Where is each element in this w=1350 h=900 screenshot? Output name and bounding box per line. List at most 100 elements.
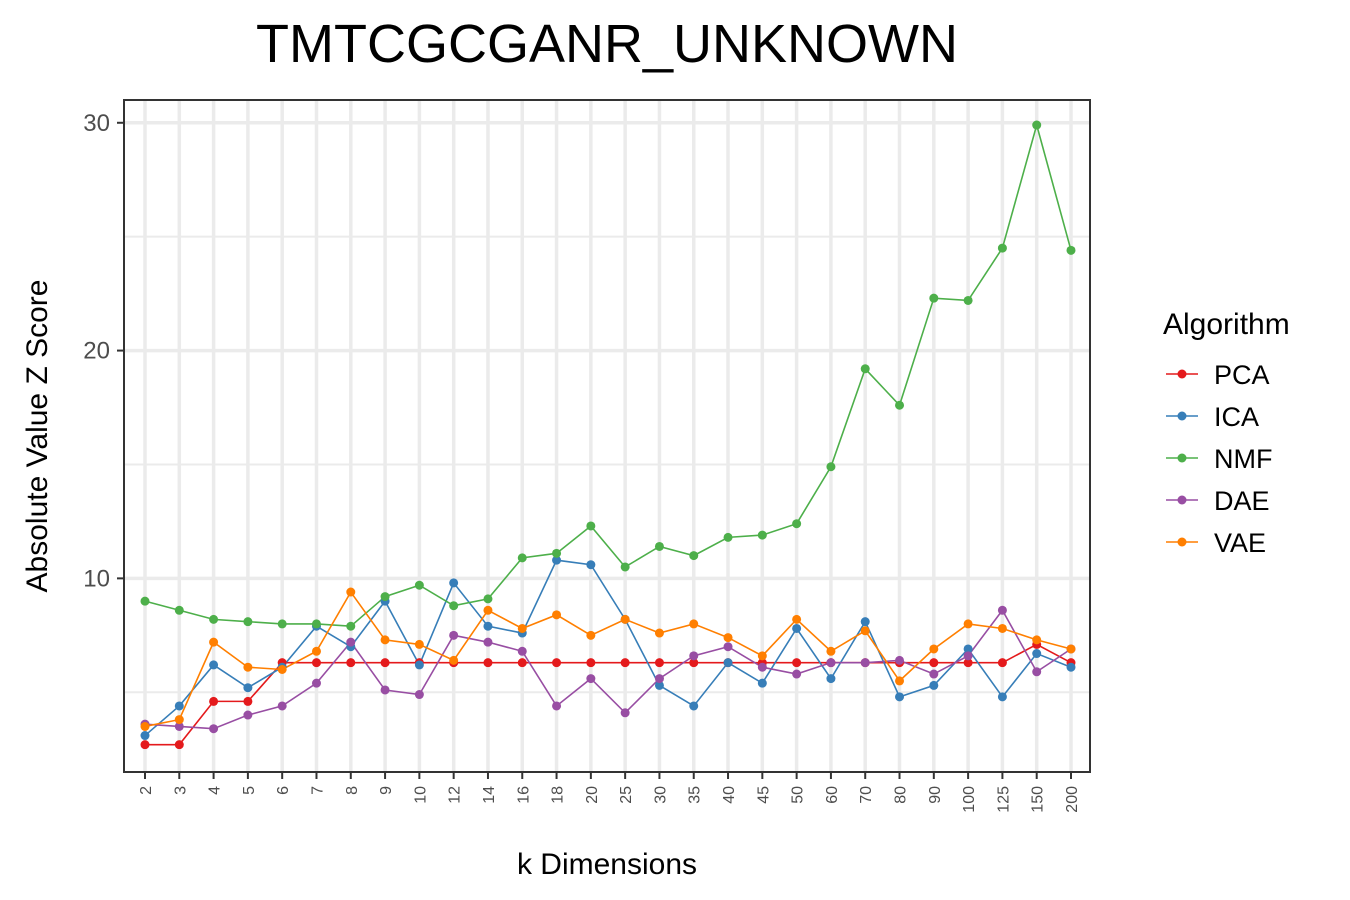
x-tick-label: 35 (687, 786, 704, 804)
data-point-dae (552, 701, 562, 711)
data-point-dae (414, 690, 424, 700)
data-point-ica (552, 555, 562, 565)
x-axis-title: k Dimensions (517, 848, 697, 881)
x-tick-label: 18 (550, 786, 567, 804)
x-tick-label: 4 (207, 786, 224, 795)
data-point-vae (723, 633, 733, 643)
data-point-ica (826, 674, 836, 684)
data-point-ica (586, 560, 596, 570)
data-point-nmf (586, 521, 596, 531)
x-tick-label: 20 (584, 786, 601, 804)
data-point-vae (380, 635, 390, 645)
data-point-ica (860, 617, 870, 627)
data-point-pca (654, 658, 664, 668)
data-point-nmf (243, 617, 253, 627)
data-point-vae (826, 646, 836, 656)
data-point-nmf (1032, 120, 1042, 130)
x-tick-label: 2 (138, 786, 155, 795)
x-tick-label: 60 (824, 786, 841, 804)
data-point-pca (517, 658, 527, 668)
data-point-nmf (895, 400, 905, 410)
data-point-ica (414, 660, 424, 670)
legend-label-dae: DAE (1214, 486, 1270, 516)
data-point-nmf (826, 462, 836, 472)
data-point-nmf (963, 295, 973, 305)
x-tick-label: 5 (241, 786, 258, 795)
data-point-nmf (620, 562, 630, 572)
data-point-pca (552, 658, 562, 668)
x-tick-label: 200 (1064, 786, 1081, 813)
data-point-vae (689, 619, 699, 629)
data-point-pca (174, 740, 184, 750)
data-point-ica (654, 680, 664, 690)
data-point-ica (929, 680, 939, 690)
x-tick-label: 9 (378, 786, 395, 795)
data-point-ica (963, 644, 973, 654)
legend-key-point (1177, 495, 1187, 505)
data-point-nmf (552, 548, 562, 558)
y-axis: 10 20 30 (83, 110, 124, 592)
data-point-pca (586, 658, 596, 668)
data-point-pca (689, 658, 699, 668)
data-point-dae (586, 674, 596, 684)
legend-label-ica: ICA (1214, 402, 1259, 432)
data-point-dae (1032, 667, 1042, 677)
data-point-nmf (209, 614, 219, 624)
data-point-dae (174, 721, 184, 731)
data-point-vae (997, 623, 1007, 633)
data-point-vae (895, 676, 905, 686)
x-tick-label: 30 (652, 786, 669, 804)
data-point-nmf (723, 532, 733, 542)
series-line-dae (144, 608, 1072, 730)
x-tick-label: 10 (412, 786, 429, 804)
data-point-dae (929, 669, 939, 679)
legend-label-nmf: NMF (1214, 444, 1272, 474)
data-point-dae (723, 642, 733, 652)
data-point-vae (929, 644, 939, 654)
data-point-nmf (414, 580, 424, 590)
y-tick-label: 30 (83, 110, 110, 137)
y-tick-label: 20 (83, 338, 110, 365)
y-tick-label: 10 (83, 565, 110, 592)
x-tick-label: 8 (344, 786, 361, 795)
series-line-nmf (144, 122, 1072, 628)
x-tick-label: 12 (447, 786, 464, 804)
x-tick-label: 80 (893, 786, 910, 804)
data-point-ica (1066, 662, 1076, 672)
data-point-nmf (1066, 245, 1076, 255)
data-point-pca (311, 658, 321, 668)
x-tick-label: 40 (721, 786, 738, 804)
data-point-nmf (517, 553, 527, 563)
data-point-vae (483, 605, 493, 615)
data-point-dae (757, 662, 767, 672)
data-point-vae (552, 610, 562, 620)
data-point-pca (963, 658, 973, 668)
data-point-ica (140, 731, 150, 741)
data-point-dae (997, 605, 1007, 615)
x-tick-label: 45 (755, 786, 772, 804)
data-point-vae (449, 655, 459, 665)
data-point-dae (620, 708, 630, 718)
x-tick-label: 14 (481, 786, 498, 804)
x-tick-label: 25 (618, 786, 635, 804)
data-point-vae (1032, 635, 1042, 645)
data-point-dae (517, 646, 527, 656)
data-point-pca (346, 658, 356, 668)
x-tick-label: 50 (790, 786, 807, 804)
data-point-vae (757, 651, 767, 661)
data-point-vae (346, 587, 356, 597)
data-point-dae (483, 637, 493, 647)
data-point-vae (277, 664, 287, 674)
legend-label-vae: VAE (1214, 528, 1266, 558)
x-tick-label: 16 (515, 786, 532, 804)
data-point-ica (689, 701, 699, 711)
data-point-vae (586, 630, 596, 640)
chart-title: TMTCGCGANR_UNKNOWN (256, 14, 958, 74)
data-point-dae (689, 651, 699, 661)
data-point-pca (243, 696, 253, 706)
data-point-vae (620, 614, 630, 624)
x-tick-label: 3 (172, 786, 189, 795)
data-point-vae (963, 619, 973, 629)
data-point-ica (483, 621, 493, 631)
